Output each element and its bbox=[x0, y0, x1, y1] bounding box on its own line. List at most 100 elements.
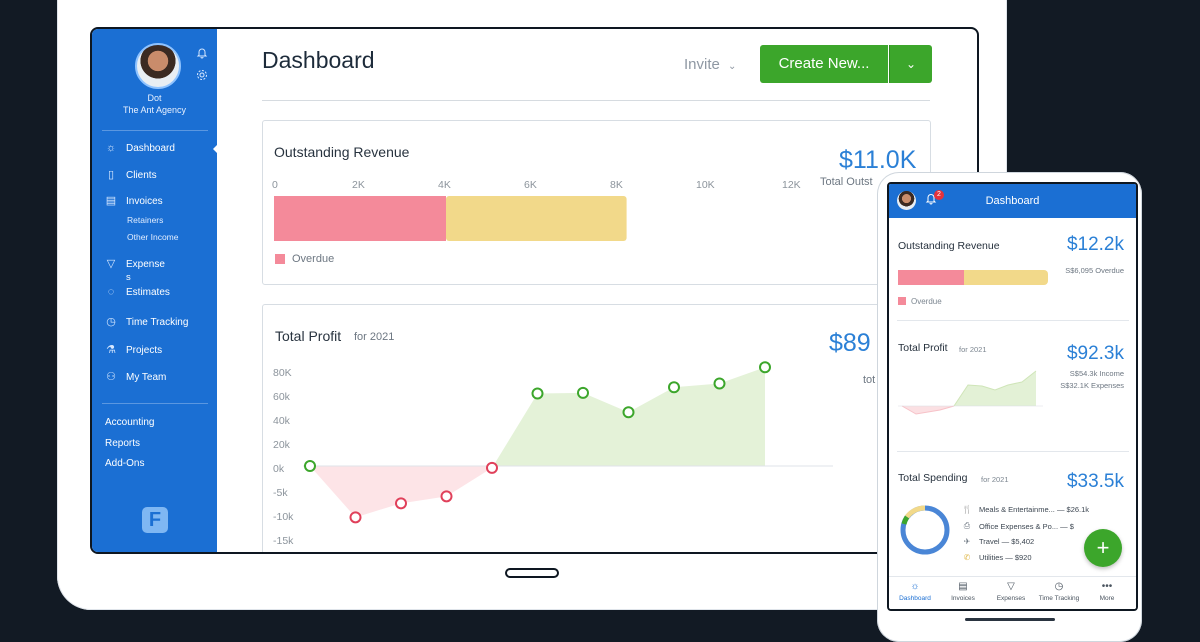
phone-overdue-bar bbox=[898, 270, 964, 285]
create-new-button[interactable]: Create New... bbox=[760, 45, 888, 83]
profit-point[interactable] bbox=[304, 460, 316, 472]
spending-item[interactable]: ✈ Travel — $5,402 bbox=[961, 537, 1035, 546]
tab-dashboard[interactable]: ☼ Dashboard bbox=[891, 581, 939, 602]
spending-item[interactable]: 🍴 Meals & Entertainme... — $26.1k bbox=[961, 505, 1089, 514]
profit-value: $89 bbox=[829, 329, 871, 357]
profit-y-tick-label: 0k bbox=[273, 463, 285, 475]
sidebar-item-reports[interactable]: Reports bbox=[105, 438, 141, 449]
profit-point[interactable] bbox=[486, 461, 498, 474]
phone-home-indicator bbox=[965, 618, 1055, 621]
profit-point[interactable] bbox=[440, 490, 453, 503]
profit-point[interactable] bbox=[531, 387, 544, 400]
spending-item-label: Travel — $5,402 bbox=[979, 537, 1035, 546]
avatar[interactable] bbox=[135, 43, 181, 89]
sidebar-item-my-team[interactable]: ⚇ My Team bbox=[104, 370, 166, 384]
bell-icon[interactable] bbox=[925, 192, 937, 208]
invite-button[interactable]: Invite ⌄ bbox=[684, 56, 736, 73]
fork-knife-icon: 🍴 bbox=[962, 505, 972, 514]
phone-profit-chart bbox=[898, 370, 1043, 415]
sidebar-item-expenses[interactable]: ▽ Expense bbox=[104, 257, 165, 271]
phone-device: 2 Dashboard Outstanding Revenue $12.2k S… bbox=[877, 172, 1142, 642]
phone-outstanding-bar bbox=[964, 270, 1048, 285]
revenue-tick-label: 4K bbox=[438, 179, 451, 191]
estimate-icon: ◌ bbox=[107, 286, 115, 298]
profit-point[interactable] bbox=[395, 497, 407, 510]
phone-profit-period: for 2021 bbox=[959, 345, 987, 354]
revenue-bar-segment[interactable] bbox=[446, 196, 627, 241]
profile-name: Dot bbox=[147, 93, 162, 103]
total-profit-card[interactable]: Total Profit for 2021 $89 tot 80K 60k 40k 2… bbox=[262, 304, 931, 552]
profit-negative-area bbox=[310, 466, 492, 518]
printer-icon: ⎙ bbox=[963, 521, 971, 530]
sidebar-subitem-other-income[interactable]: Other Income bbox=[127, 232, 179, 242]
profit-point[interactable] bbox=[349, 511, 362, 524]
sun-icon: ☼ bbox=[910, 581, 920, 592]
revenue-bar-segment[interactable] bbox=[274, 196, 446, 241]
card-title: Outstanding Revenue bbox=[274, 144, 410, 160]
sidebar-item-time-tracking[interactable]: ◷ Time Tracking bbox=[104, 315, 188, 329]
profit-point[interactable] bbox=[759, 361, 771, 374]
profit-y-tick-label: 20k bbox=[273, 439, 290, 451]
sidebar-item-label: Estimates bbox=[126, 286, 170, 298]
gear-icon[interactable] bbox=[196, 69, 208, 81]
spending-item[interactable]: ⎙ Office Expenses & Po... — $ bbox=[961, 521, 1074, 531]
create-new-dropdown[interactable]: ⌄ bbox=[889, 45, 932, 83]
tab-label: Time Tracking bbox=[1038, 595, 1080, 602]
expense-icon: ▽ bbox=[106, 258, 116, 270]
phone-spending-donut bbox=[900, 505, 950, 555]
phone-overdue-legend: Overdue bbox=[911, 297, 942, 306]
sidebar-item-add-ons[interactable]: Add-Ons bbox=[105, 458, 145, 469]
sidebar-item-projects[interactable]: ⚗ Projects bbox=[104, 343, 162, 357]
tab-label: Invoices bbox=[951, 595, 975, 602]
revenue-tick-label: 6K bbox=[524, 179, 537, 191]
phone-spending-period: for 2021 bbox=[981, 475, 1009, 484]
revenue-tick-label: 10K bbox=[696, 179, 715, 191]
tab-label: Expenses bbox=[996, 595, 1026, 602]
sidebar-item-clients[interactable]: ▯ Clients bbox=[104, 168, 157, 182]
profit-point[interactable] bbox=[622, 406, 635, 419]
sidebar-item-invoices[interactable]: ▤ Invoices bbox=[104, 194, 163, 208]
tab-time-tracking[interactable]: ◷ Time Tracking bbox=[1035, 581, 1083, 602]
add-button[interactable]: + bbox=[1084, 529, 1122, 567]
tablet-home-button[interactable] bbox=[505, 568, 559, 578]
phone-profit-label: Total Profit bbox=[898, 342, 948, 354]
stopwatch-icon: ◷ bbox=[106, 316, 116, 328]
bell-icon[interactable] bbox=[196, 47, 208, 59]
sidebar-item-label-wrap: s bbox=[126, 272, 131, 283]
sidebar-item-dashboard[interactable]: ☼ Dashboard bbox=[104, 141, 175, 155]
outstanding-revenue-card[interactable]: Outstanding Revenue $11.0K Total Outst 0… bbox=[262, 120, 931, 285]
team-icon: ⚇ bbox=[106, 371, 116, 383]
sidebar-subitem-retainers[interactable]: Retainers bbox=[127, 215, 164, 225]
chevron-down-icon: ⌄ bbox=[728, 61, 737, 72]
spending-item[interactable]: ✆ Utilities — $920 bbox=[961, 553, 1032, 562]
revenue-tick-label: 0 bbox=[272, 179, 278, 191]
profit-point[interactable] bbox=[713, 377, 726, 390]
profit-point[interactable] bbox=[577, 386, 589, 399]
page-title: Dashboard bbox=[262, 47, 375, 73]
sidebar-item-label: My Team bbox=[126, 371, 167, 383]
phone-icon: ✆ bbox=[963, 553, 971, 562]
sidebar-item-estimates[interactable]: ◌ Estimates bbox=[104, 285, 170, 299]
tablet-device: Dot The Ant Agency ☼ Dashboard ▯ Clients ▤… bbox=[57, 0, 1007, 610]
sidebar-item-label: Time Tracking bbox=[126, 316, 189, 328]
profile-company: The Ant Agency bbox=[122, 105, 187, 115]
clients-icon: ▯ bbox=[107, 169, 115, 181]
tab-invoices[interactable]: ▤ Invoices bbox=[939, 581, 987, 602]
phone-outstanding-value: $12.2k bbox=[1066, 234, 1124, 255]
active-indicator bbox=[213, 144, 218, 154]
phone-spending-value: $33.5k bbox=[1066, 471, 1124, 492]
freshbooks-logo: F bbox=[142, 507, 168, 533]
revenue-tick-label: 12K bbox=[782, 179, 801, 191]
sidebar-item-label: Clients bbox=[126, 169, 157, 181]
phone-divider bbox=[897, 320, 1129, 321]
tab-more[interactable]: ••• More bbox=[1083, 581, 1131, 602]
sidebar-item-accounting[interactable]: Accounting bbox=[105, 417, 155, 428]
avatar[interactable] bbox=[897, 191, 916, 210]
profit-y-tick-label: -5k bbox=[273, 487, 288, 499]
spending-item-label: Utilities — $920 bbox=[979, 553, 1032, 562]
profit-caption: tot bbox=[863, 374, 876, 386]
profit-point[interactable] bbox=[668, 381, 680, 394]
sun-icon: ☼ bbox=[105, 142, 117, 154]
flask-icon: ⚗ bbox=[106, 344, 116, 356]
tab-expenses[interactable]: ▽ Expenses bbox=[987, 581, 1035, 602]
